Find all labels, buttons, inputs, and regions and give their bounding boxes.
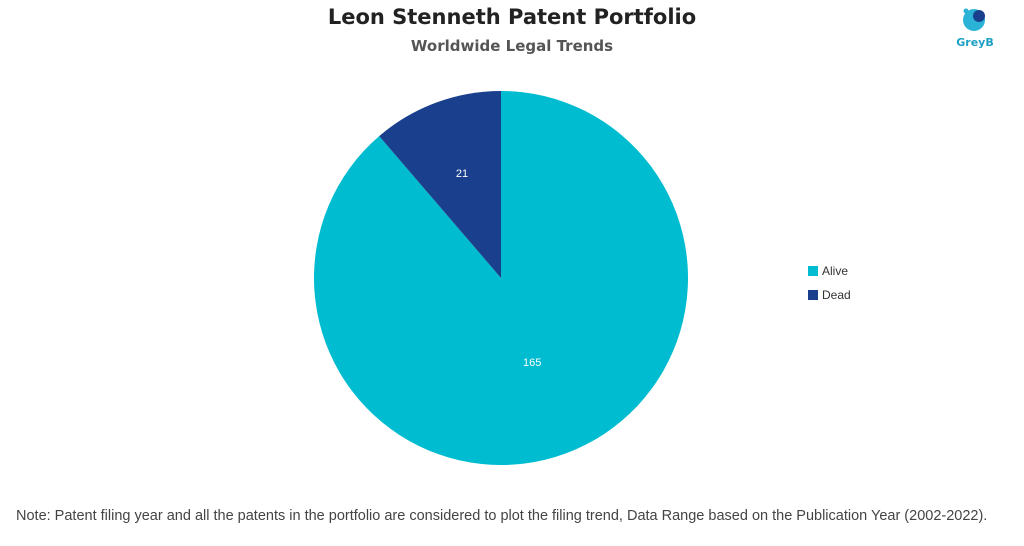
chart-legend: Alive Dead <box>808 259 851 307</box>
legend-item-dead: Dead <box>808 283 851 307</box>
greyb-logo-text: GreyB <box>956 36 994 49</box>
greyb-logo-icon <box>963 8 985 31</box>
legend-swatch-dead <box>808 290 818 300</box>
legend-label-alive: Alive <box>822 264 849 278</box>
chart-subtitle: Worldwide Legal Trends <box>410 37 614 55</box>
legend-label-dead: Dead <box>822 288 851 302</box>
data-label-dead: 21 <box>456 168 468 180</box>
footnote: Note: Patent filing year and all the pat… <box>16 508 988 524</box>
data-label-alive: 165 <box>523 357 541 369</box>
legend-item-alive: Alive <box>808 259 851 283</box>
legend-swatch-alive <box>808 266 818 276</box>
chart-title: Leon Stenneth Patent Portfolio <box>327 5 697 29</box>
pie-slice-dead <box>379 91 501 278</box>
